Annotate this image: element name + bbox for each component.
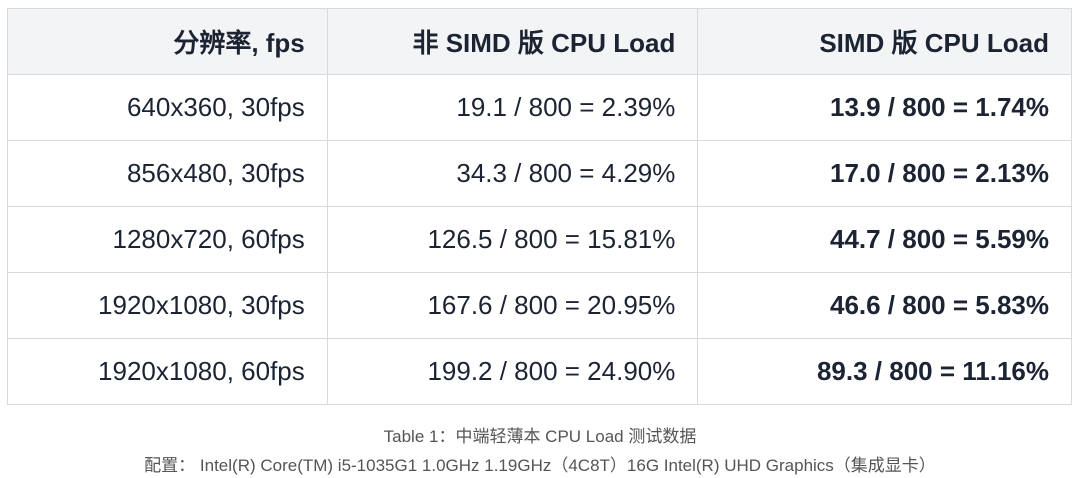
table-cell: 34.3 / 800 = 4.29% bbox=[326, 140, 699, 207]
table-cell: 199.2 / 800 = 24.90% bbox=[326, 338, 699, 405]
table-cell: 89.3 / 800 = 11.16% bbox=[697, 338, 1072, 405]
header-cell: 分辨率, fps bbox=[7, 8, 328, 75]
table-row: 1920x1080, 30fps 167.6 / 800 = 20.95% 46.6… bbox=[7, 272, 1072, 339]
table-cell: 126.5 / 800 = 15.81% bbox=[326, 206, 699, 273]
table-row: 856x480, 30fps 34.3 / 800 = 4.29% 17.0 / 8… bbox=[7, 140, 1072, 207]
table-row: 1920x1080, 60fps 199.2 / 800 = 24.90% 89.3… bbox=[7, 338, 1072, 405]
table-row: 1280x720, 60fps 126.5 / 800 = 15.81% 44.7 … bbox=[7, 206, 1072, 273]
table-cell: 856x480, 30fps bbox=[7, 140, 328, 207]
header-row: 分辨率, fps 非 SIMD 版 CPU Load SIMD 版 CPU Load bbox=[7, 8, 1072, 75]
caption-config: 配置： Intel(R) Core(TM) i5-1035G1 1.0GHz 1… bbox=[144, 456, 936, 475]
table-cell: 1920x1080, 30fps bbox=[7, 272, 328, 339]
table-cell: 1920x1080, 60fps bbox=[7, 338, 328, 405]
table-cell: 19.1 / 800 = 2.39% bbox=[326, 74, 699, 141]
header-cell: 非 SIMD 版 CPU Load bbox=[326, 8, 699, 75]
table-cell: 46.6 / 800 = 5.83% bbox=[697, 272, 1072, 339]
table-row: 640x360, 30fps 19.1 / 800 = 2.39% 13.9 / 8… bbox=[7, 74, 1072, 141]
table-cell: 44.7 / 800 = 5.59% bbox=[697, 206, 1072, 273]
header-cell: SIMD 版 CPU Load bbox=[697, 8, 1072, 75]
table-cell: 640x360, 30fps bbox=[7, 74, 328, 141]
data-table: 分辨率, fps 非 SIMD 版 CPU Load SIMD 版 CPU Load… bbox=[7, 8, 1072, 405]
table-cell: 1280x720, 60fps bbox=[7, 206, 328, 273]
table-cell: 17.0 / 800 = 2.13% bbox=[697, 140, 1072, 207]
table-cell: 13.9 / 800 = 1.74% bbox=[697, 74, 1072, 141]
table-cell: 167.6 / 800 = 20.95% bbox=[326, 272, 699, 339]
caption-title: Table 1：中端轻薄本 CPU Load 测试数据 bbox=[383, 427, 697, 446]
table-body: 640x360, 30fps 19.1 / 800 = 2.39% 13.9 / 8… bbox=[7, 74, 1072, 405]
